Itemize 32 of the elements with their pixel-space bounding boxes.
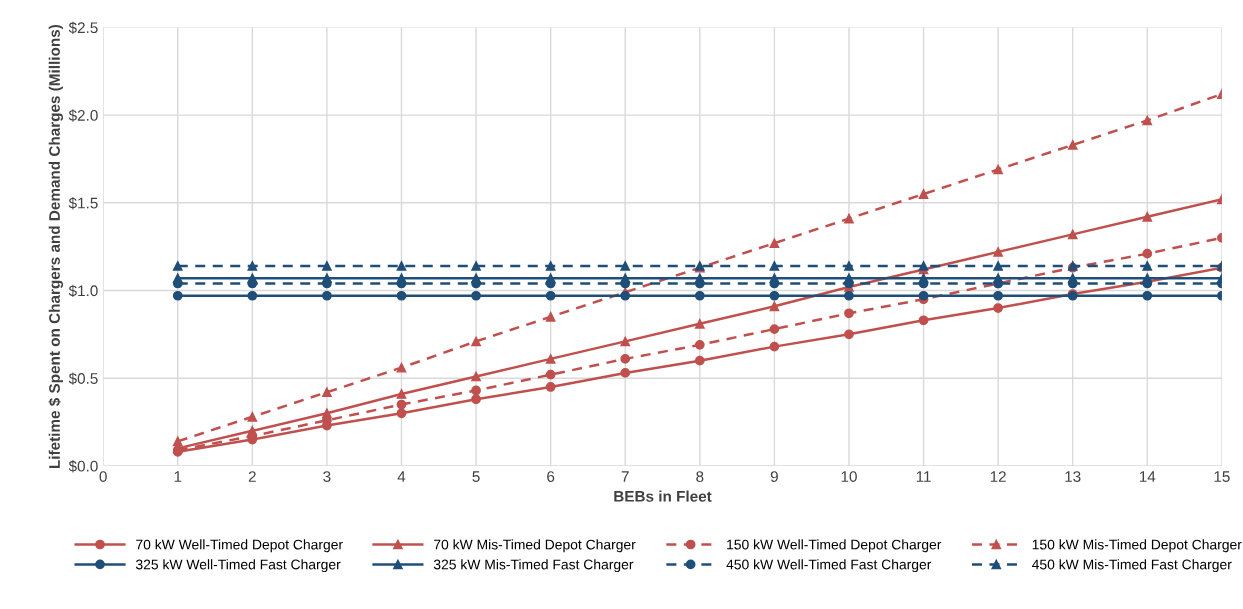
legend-label: 325 kW Mis-Timed Fast Charger (433, 559, 634, 573)
y-tick-label: $0.0 (68, 460, 98, 473)
x-tick-label: 11 (916, 471, 931, 482)
x-tick-label: 1 (174, 471, 182, 482)
x-tick-label: 13 (1065, 471, 1081, 482)
x-tick-label: 12 (990, 471, 1006, 482)
y-tick-label: $2.5 (68, 21, 98, 34)
y-tick-label: $1.0 (68, 284, 98, 298)
x-tick-label: 4 (397, 471, 406, 482)
x-tick-label: 0 (99, 471, 107, 482)
legend-label: 150 kW Well-Timed Depot Charger (727, 539, 942, 553)
y-tick-label: $0.5 (68, 372, 98, 385)
x-tick-label: 9 (770, 471, 778, 482)
legend-label: 70 kW Well-Timed Depot Charger (136, 539, 343, 553)
legend-label: 450 kW Mis-Timed Fast Charger (1032, 559, 1232, 573)
x-tick-label: 14 (1139, 471, 1156, 482)
x-tick-label: 2 (248, 471, 256, 482)
x-tick-label: 15 (1214, 471, 1230, 482)
y-axis-title: Lifetime $ Spent on Chargers and Demand Charges (Millions) (48, 24, 64, 469)
x-tick-label: 8 (696, 471, 704, 482)
x-axis-title: BEBs in Fleet (614, 490, 712, 502)
x-tick-label: 5 (472, 471, 480, 482)
legend-label: 70 kW Mis-Timed Depot Charger (434, 539, 636, 553)
y-tick-label: $2.0 (68, 109, 98, 122)
x-tick-label: 7 (621, 471, 629, 482)
legend-label: 150 kW Mis-Timed Depot Charger (1032, 539, 1242, 553)
x-tick-label: 6 (547, 471, 555, 482)
x-tick-label: 10 (841, 471, 857, 482)
x-tick-label: 3 (323, 471, 331, 482)
legend-label: 450 kW Well-Timed Fast Charger (726, 559, 932, 573)
y-tick-label: $1.5 (68, 197, 98, 210)
legend-label: 325 kW Well-Timed Fast Charger (135, 559, 341, 573)
